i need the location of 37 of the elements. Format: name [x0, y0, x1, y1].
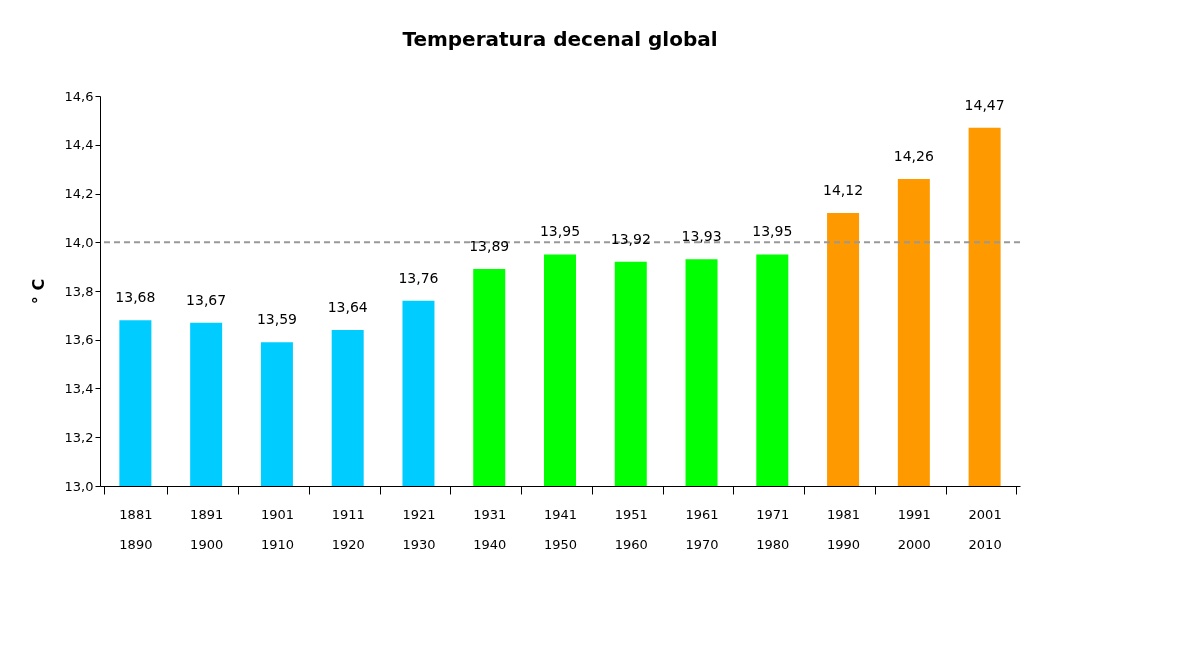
- y-tick-label: 13,8: [64, 283, 94, 299]
- data-label: 13,68: [115, 289, 156, 306]
- y-tick-label: 14,0: [64, 234, 94, 250]
- x-tick-label: 1971 1980: [756, 506, 790, 552]
- data-label: 13,67: [186, 291, 227, 308]
- x-tick-label: 1941 1950: [543, 506, 578, 552]
- data-label: 14,47: [964, 96, 1005, 113]
- x-tick-label: 1881 1890: [119, 506, 153, 552]
- data-label: 13,89: [469, 238, 510, 255]
- x-tick-label: 1921 1930: [402, 506, 436, 552]
- data-label: 14,12: [823, 182, 864, 198]
- x-tick-label: 1981 1990: [827, 506, 861, 552]
- data-label: 13,92: [610, 230, 651, 247]
- y-tick-label: 13,2: [64, 429, 94, 445]
- x-tick-label: 1991 2000: [897, 506, 931, 552]
- chart-title: Temperatura decenal global: [402, 27, 718, 51]
- data-label: 14,26: [893, 147, 934, 164]
- y-tick-label: 14,2: [64, 186, 94, 201]
- x-tick-label: 1901 1910: [260, 506, 294, 552]
- data-label: 13,95: [539, 223, 581, 240]
- data-label: 13,64: [327, 299, 368, 315]
- y-tick-label: 13,0: [64, 478, 94, 494]
- y-axis-title: ° C: [28, 278, 48, 305]
- x-tick-label: 1931 1940: [473, 506, 507, 552]
- y-tick-label: 14,6: [64, 88, 94, 104]
- x-tick-label: 1951 1960: [614, 506, 648, 552]
- x-tick-label: 1911 1920: [331, 506, 365, 552]
- y-tick-label: 13,4: [64, 381, 94, 396]
- x-tick-label: 1961 1970: [685, 506, 719, 552]
- y-tick-label: 14,4: [64, 137, 94, 153]
- y-tick-label: 13,6: [64, 332, 94, 348]
- x-tick-label: 1891 1900: [190, 506, 224, 552]
- data-label: 13,59: [256, 311, 297, 328]
- data-label: 13,95: [752, 223, 793, 240]
- data-label: 13,93: [681, 228, 722, 245]
- x-tick-label: 2001 2010: [968, 506, 1002, 552]
- data-label: 13,76: [398, 269, 439, 286]
